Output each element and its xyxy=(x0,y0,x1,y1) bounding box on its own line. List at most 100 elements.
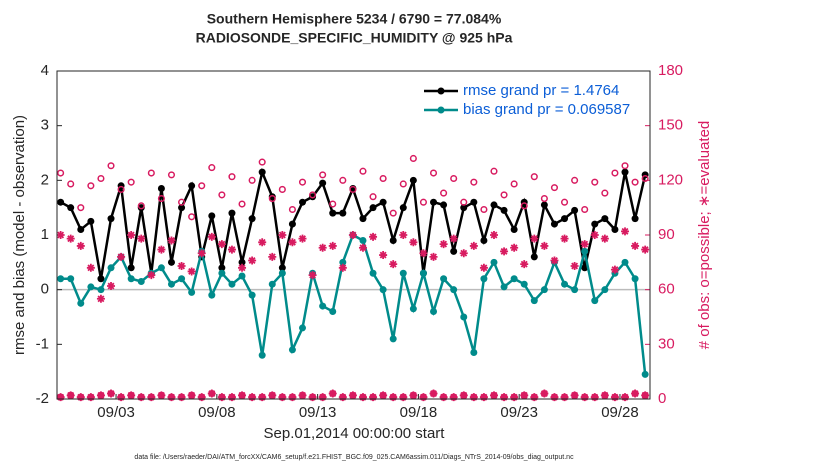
point xyxy=(399,269,407,277)
point xyxy=(328,389,337,398)
point xyxy=(641,245,650,254)
point xyxy=(409,238,418,247)
point xyxy=(520,260,529,269)
point xyxy=(520,202,528,210)
point xyxy=(460,198,468,206)
point xyxy=(127,231,136,239)
legend-marker xyxy=(437,106,445,114)
point xyxy=(561,280,569,288)
point xyxy=(440,201,448,209)
point xyxy=(480,275,488,283)
point xyxy=(359,167,367,175)
point xyxy=(470,178,478,186)
point xyxy=(197,393,206,402)
point xyxy=(329,209,337,217)
point xyxy=(450,247,458,255)
point xyxy=(318,393,327,402)
point xyxy=(197,249,206,258)
point xyxy=(97,275,105,283)
footnote: data file: /Users/raeder/DAI/ATM_forcXX/… xyxy=(134,454,574,461)
y2-tick-label: 30 xyxy=(658,335,675,352)
point xyxy=(86,263,95,272)
point xyxy=(137,234,146,243)
point xyxy=(389,260,398,269)
point xyxy=(510,180,518,188)
chart-subtitle: RADIOSONDE_SPECIFIC_HUMIDITY @ 925 hPa xyxy=(196,30,513,46)
point xyxy=(56,231,65,239)
point xyxy=(581,247,589,255)
point xyxy=(218,191,226,199)
point xyxy=(389,209,397,217)
point xyxy=(238,272,246,280)
point xyxy=(379,286,387,294)
y-tick-label: 0 xyxy=(41,281,49,298)
point xyxy=(369,193,377,201)
point xyxy=(147,393,156,402)
x-axis-label: Sep.01,2014 00:00:00 start xyxy=(264,425,446,442)
point xyxy=(178,198,186,206)
point xyxy=(379,174,387,183)
point xyxy=(641,370,649,378)
point xyxy=(621,162,629,170)
point xyxy=(339,258,347,266)
point xyxy=(550,256,559,265)
point xyxy=(540,286,548,294)
point xyxy=(338,393,347,402)
point xyxy=(218,269,226,277)
y2-tick-label: 60 xyxy=(658,281,675,298)
point xyxy=(591,220,599,228)
point xyxy=(328,241,337,250)
point xyxy=(258,168,266,176)
point xyxy=(489,391,498,400)
point xyxy=(480,205,488,214)
point xyxy=(66,391,75,400)
x-tick-label: 09/13 xyxy=(299,404,337,421)
point xyxy=(631,389,640,398)
point xyxy=(67,180,75,188)
point xyxy=(338,263,347,272)
point xyxy=(621,227,630,236)
point xyxy=(96,391,105,400)
point xyxy=(459,391,468,400)
point xyxy=(76,241,85,250)
point xyxy=(571,286,579,294)
y-tick-label: 3 xyxy=(41,117,49,134)
point xyxy=(339,209,347,217)
point xyxy=(319,179,327,187)
point xyxy=(127,275,135,283)
point xyxy=(117,185,125,193)
point xyxy=(631,215,639,223)
point xyxy=(268,391,277,400)
point xyxy=(621,393,630,402)
point xyxy=(217,240,226,249)
point xyxy=(450,286,458,294)
point xyxy=(309,191,317,199)
point xyxy=(147,271,156,280)
point xyxy=(510,275,518,283)
point xyxy=(419,393,428,402)
point xyxy=(157,195,165,203)
point xyxy=(399,180,407,188)
point xyxy=(570,391,579,400)
y-tick-label: 2 xyxy=(41,171,49,188)
point xyxy=(399,231,408,239)
x-tick-label: 09/28 xyxy=(601,404,639,421)
point xyxy=(248,256,257,265)
point xyxy=(490,258,498,266)
point xyxy=(449,393,458,402)
point xyxy=(600,391,609,400)
point xyxy=(601,215,609,223)
y-axis-label: rmse and bias (model - observation) xyxy=(11,115,28,355)
point xyxy=(369,204,377,212)
point xyxy=(530,253,538,261)
point xyxy=(107,162,115,170)
point xyxy=(87,182,95,190)
point xyxy=(409,176,417,184)
point xyxy=(258,238,267,247)
point xyxy=(86,393,95,402)
legend-label: rmse grand pr = 1.4764 xyxy=(463,82,619,99)
point xyxy=(439,240,448,249)
point xyxy=(419,269,427,277)
